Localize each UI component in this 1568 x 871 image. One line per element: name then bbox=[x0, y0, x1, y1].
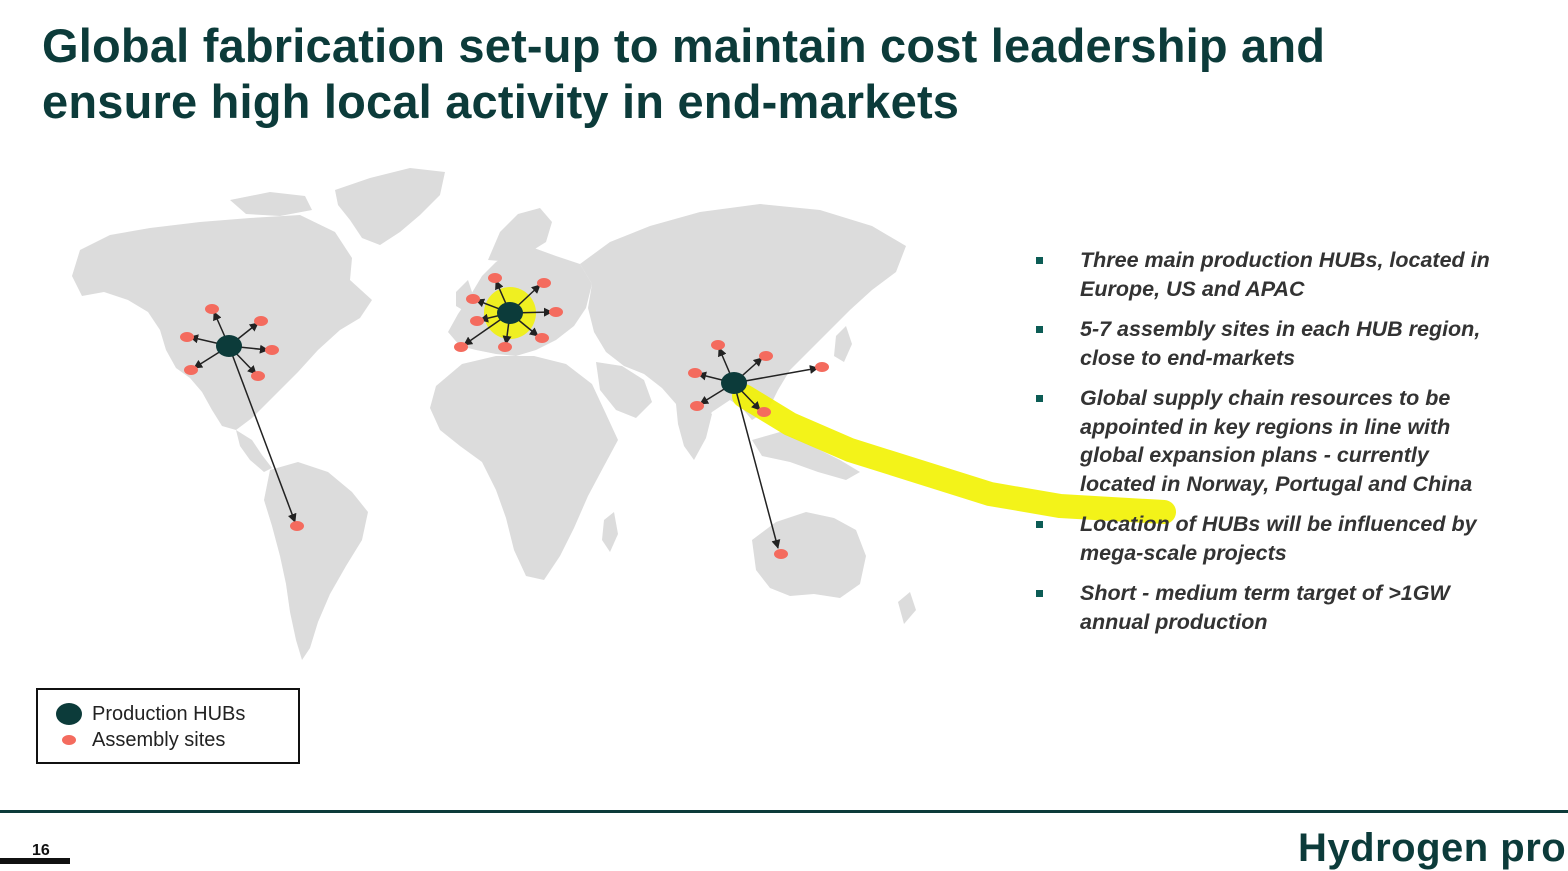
bullet-text: Short - medium term target of >1GW annua… bbox=[1080, 581, 1450, 634]
land-scandinavia bbox=[488, 208, 552, 262]
assembly-site bbox=[488, 273, 502, 283]
assembly-site bbox=[470, 316, 484, 326]
land-new-zealand bbox=[898, 592, 916, 624]
production-hub-apac bbox=[721, 372, 747, 394]
slide-title: Global fabrication set-up to maintain co… bbox=[42, 19, 1326, 128]
assembly-site bbox=[774, 549, 788, 559]
assembly-site bbox=[466, 294, 480, 304]
assembly-site bbox=[537, 278, 551, 288]
bullet-item: Three main production HUBs, located in E… bbox=[1034, 246, 1504, 303]
assembly-site bbox=[184, 365, 198, 375]
land-madagascar bbox=[602, 512, 618, 552]
page-number: 16 bbox=[32, 842, 50, 859]
world-map bbox=[72, 168, 1176, 660]
land-south-america bbox=[264, 462, 368, 660]
bullet-item: Location of HUBs will be influenced by m… bbox=[1034, 510, 1504, 567]
legend-row-hub: Production HUBs bbox=[56, 702, 245, 726]
assembly-site bbox=[759, 351, 773, 361]
square-bullet-icon bbox=[1036, 395, 1043, 402]
china-highlight-stroke bbox=[732, 384, 1176, 524]
assembly-site bbox=[454, 342, 468, 352]
bullet-item: 5-7 assembly sites in each HUB region, c… bbox=[1034, 315, 1504, 372]
map-legend: Production HUBs Assembly sites bbox=[36, 688, 300, 764]
assembly-site bbox=[757, 407, 771, 417]
bullet-item: Short - medium term target of >1GW annua… bbox=[1034, 579, 1504, 636]
land-australia bbox=[752, 512, 866, 598]
assembly-site bbox=[688, 368, 702, 378]
land-central-america bbox=[236, 430, 272, 472]
production-hub-us bbox=[216, 335, 242, 357]
legend-hub-label: Production HUBs bbox=[92, 702, 246, 725]
assembly-site bbox=[690, 401, 704, 411]
land-se-asia bbox=[752, 432, 860, 480]
arrow-us-7 bbox=[228, 345, 297, 523]
land-north-america bbox=[72, 215, 372, 430]
assembly-site bbox=[290, 521, 304, 531]
assembly-site bbox=[711, 340, 725, 350]
assembly-site bbox=[251, 371, 265, 381]
land-masses bbox=[72, 168, 916, 660]
dark-green-dot-icon bbox=[56, 703, 82, 725]
assembly-site bbox=[498, 342, 512, 352]
assembly-site bbox=[535, 333, 549, 343]
assembly-site bbox=[265, 345, 279, 355]
bullet-text: Global supply chain resources to be appo… bbox=[1080, 386, 1473, 496]
legend-site-label: Assembly sites bbox=[92, 728, 226, 751]
bullet-text: Three main production HUBs, located in E… bbox=[1080, 248, 1490, 301]
production-hubs bbox=[216, 302, 747, 394]
bullet-item: Global supply chain resources to be appo… bbox=[1034, 384, 1504, 498]
hydrogenpro-logo: Hydrogen pro bbox=[1298, 826, 1567, 870]
land-asia bbox=[580, 204, 906, 430]
salmon-dot-icon bbox=[62, 735, 76, 745]
arrow-apac-3 bbox=[733, 364, 819, 384]
square-bullet-icon bbox=[1036, 590, 1043, 597]
bullet-list: Three main production HUBs, located in E… bbox=[1034, 246, 1504, 648]
assembly-site bbox=[180, 332, 194, 342]
square-bullet-icon bbox=[1036, 521, 1043, 528]
bullet-text: 5-7 assembly sites in each HUB region, c… bbox=[1080, 317, 1481, 370]
assembly-site bbox=[205, 304, 219, 314]
legend-row-site: Assembly sites bbox=[56, 728, 225, 752]
footer-divider bbox=[0, 810, 1568, 813]
square-bullet-icon bbox=[1036, 326, 1043, 333]
page-number-underline bbox=[0, 858, 70, 864]
land-uk bbox=[456, 280, 474, 312]
land-arctic-islands bbox=[230, 192, 312, 216]
assembly-site bbox=[815, 362, 829, 372]
bullet-text: Location of HUBs will be influenced by m… bbox=[1080, 512, 1477, 565]
assembly-sites bbox=[180, 273, 829, 559]
land-japan bbox=[834, 326, 852, 362]
land-india bbox=[676, 402, 712, 460]
land-greenland bbox=[335, 168, 445, 245]
square-bullet-icon bbox=[1036, 257, 1043, 264]
assembly-site bbox=[549, 307, 563, 317]
arrow-apac-7 bbox=[733, 382, 781, 549]
assembly-site bbox=[254, 316, 268, 326]
land-arabia bbox=[596, 362, 652, 418]
land-africa bbox=[430, 356, 618, 580]
production-hub-europe bbox=[497, 302, 523, 324]
